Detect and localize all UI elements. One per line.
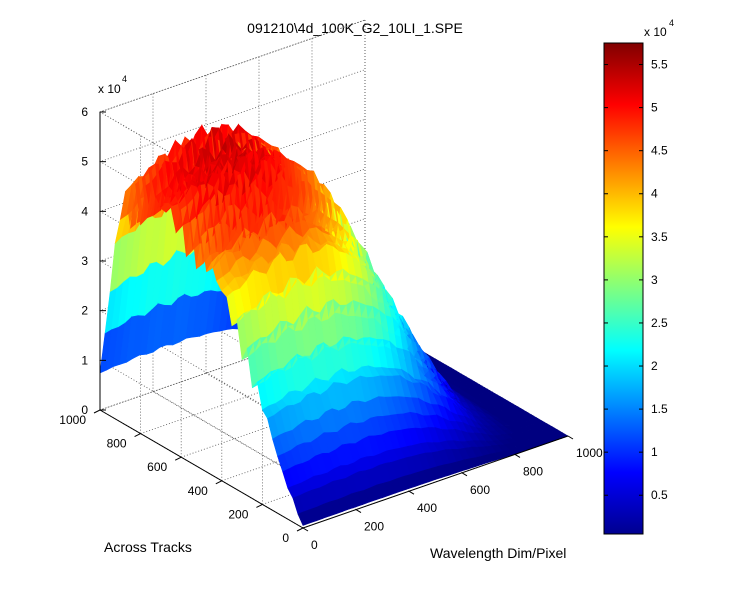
z-axis-multiplier: x 10	[98, 82, 121, 96]
colorbar	[603, 42, 644, 535]
x-tick	[461, 472, 468, 477]
colorbar-tick-label: 4	[651, 187, 658, 201]
axis-line	[302, 435, 569, 529]
z-axis-multiplier-exponent: 4	[122, 74, 127, 84]
colorbar-tick-label: 0.5	[651, 488, 668, 502]
y-tick-label: 800	[107, 437, 127, 451]
x-tick-label: 400	[417, 501, 437, 515]
x-tick	[514, 453, 521, 458]
x-tick-label: 600	[470, 483, 490, 497]
y-tick-label: 0	[282, 531, 289, 545]
z-tick-label: 5	[81, 155, 88, 169]
x-tick-label: 800	[523, 464, 543, 478]
colorbar-ticks: 0.5 1 1.5 2 2.5 3 3.5 4 4.5 5 5.5	[604, 58, 668, 502]
x-tick-label: 1000	[576, 446, 603, 460]
x-tick-label: 200	[364, 520, 384, 534]
axis-line	[99, 409, 304, 529]
colorbar-tick-label: 1.5	[651, 402, 668, 416]
colorbar-tick-label: 1	[651, 445, 658, 459]
x-tick	[355, 509, 362, 514]
y-tick	[174, 456, 182, 461]
x-tick	[408, 490, 415, 495]
y-axis-ticks: 0 200 400 600 800 1000	[59, 409, 304, 545]
y-tick	[296, 527, 304, 532]
colorbar-tick-label: 2.5	[651, 316, 668, 330]
x-axis-label: Wavelength Dim/Pixel	[430, 545, 566, 561]
z-axis-ticks: 0 1 2 3 4 5 6	[81, 105, 106, 417]
colorbar-multiplier-exponent: 4	[669, 18, 674, 28]
y-axis-label: Across Tracks	[104, 539, 192, 555]
z-tick-label: 3	[81, 254, 88, 268]
x-tick	[302, 527, 309, 532]
colorbar-tick-label: 3.5	[651, 230, 668, 244]
y-tick-label: 400	[188, 484, 208, 498]
colorbar-multiplier: x 10	[644, 25, 667, 39]
x-tick	[567, 435, 574, 440]
colorbar-tick-label: 3	[651, 273, 658, 287]
y-tick	[134, 433, 141, 438]
z-tick-label: 2	[81, 304, 88, 318]
colorbar-tick-label: 2	[651, 359, 658, 373]
y-tick-label: 1000	[59, 413, 86, 427]
y-tick	[93, 409, 101, 414]
x-axis-ticks: 0 200 400 600 800 1000	[302, 435, 603, 552]
z-tick-label: 6	[81, 105, 88, 119]
x-tick-label: 0	[311, 538, 318, 552]
z-tick-label: 4	[81, 204, 88, 218]
y-tick-label: 200	[228, 507, 248, 521]
colorbar-tick-label: 4.5	[651, 144, 668, 158]
z-tick-label: 0	[81, 403, 88, 417]
surface-plot	[99, 123, 569, 526]
y-tick-label: 600	[147, 460, 167, 474]
colorbar-tick-label: 5	[651, 101, 658, 115]
colorbar-tick-label: 5.5	[651, 58, 668, 72]
chart-title: 091210\4d_100K_G2_10LI_1.SPE	[247, 20, 463, 36]
z-tick-label: 1	[81, 353, 88, 367]
y-tick	[256, 503, 263, 508]
y-tick	[215, 480, 223, 485]
